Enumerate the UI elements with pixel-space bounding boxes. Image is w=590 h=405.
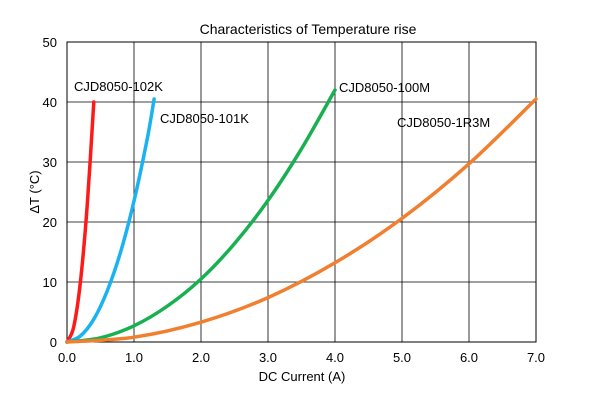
x-axis-ticks: 0.0 1.0 2.0 3.0 4.0 5.0 6.0 7.0 [58,350,545,365]
x-tick-label: 5.0 [393,350,411,365]
series-label: CJD8050-1R3M [397,115,490,130]
y-axis-ticks: 0 10 20 30 40 50 [43,35,57,350]
y-tick-label: 40 [43,95,57,110]
series-label: CJD8050-100M [339,80,430,95]
grid-lines [67,42,536,342]
series-label: CJD8050-101K [160,111,249,126]
series-line [65,97,156,344]
y-axis-label: ΔT (°C) [27,170,42,213]
plot-area-border [66,41,537,343]
x-tick-label: 1.0 [125,350,143,365]
series-lines [65,88,538,344]
series-line [65,97,538,344]
series-line [65,88,337,344]
series-labels: CJD8050-102K CJD8050-101K CJD8050-100M CJD8… [74,79,490,130]
series-line [65,100,96,344]
series-label: CJD8050-102K [74,79,163,94]
y-tick-label: 50 [43,35,57,50]
x-axis-label: DC Current (A) [259,369,346,384]
y-tick-label: 30 [43,155,57,170]
y-tick-label: 20 [43,215,57,230]
x-tick-label: 6.0 [460,350,478,365]
y-tick-label: 10 [43,275,57,290]
x-tick-label: 2.0 [192,350,210,365]
y-tick-label: 0 [50,335,57,350]
chart-title: Characteristics of Temperature rise [200,21,417,37]
x-tick-label: 3.0 [259,350,277,365]
x-tick-label: 7.0 [527,350,545,365]
x-tick-label: 0.0 [58,350,76,365]
x-tick-label: 4.0 [326,350,344,365]
